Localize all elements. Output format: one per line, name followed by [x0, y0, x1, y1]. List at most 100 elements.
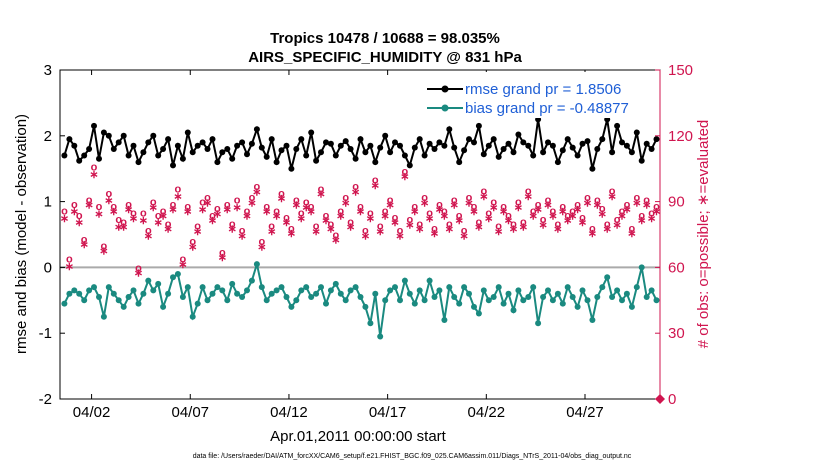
obs-evaluated-point: ∗ — [94, 208, 103, 220]
obs-evaluated-point: ∗ — [129, 213, 138, 225]
bias-point — [96, 294, 102, 300]
rmse-point — [638, 157, 645, 164]
bias-point — [318, 284, 324, 291]
obs-layer: oooooooooooooooooooooooooooooooooooooooo… — [60, 162, 661, 280]
rmse-point — [466, 136, 472, 143]
bias-point — [332, 280, 339, 287]
rmse-point — [308, 129, 315, 136]
rmse-point — [125, 152, 132, 159]
obs-evaluated-point: ∗ — [627, 228, 636, 240]
obs-possible-point: o — [86, 194, 93, 206]
rmse-point — [569, 144, 576, 151]
bias-point — [505, 290, 512, 297]
rmse-point — [229, 155, 236, 162]
rmse-point — [436, 139, 443, 146]
obs-evaluated-point: ∗ — [469, 206, 478, 218]
left-tick-label: 0 — [44, 259, 52, 276]
bias-point — [416, 287, 423, 294]
obs-evaluated-point: ∗ — [489, 202, 498, 214]
obs-evaluated-point: ∗ — [257, 241, 266, 253]
obs-possible-point: o — [535, 199, 542, 211]
obs-evaluated-point: ∗ — [168, 204, 177, 216]
rmse-point — [594, 146, 601, 152]
obs-possible-point: o — [96, 201, 103, 213]
obs-possible-point: o — [101, 240, 108, 252]
rmse-point — [244, 151, 250, 158]
rmse-point — [554, 159, 561, 166]
rmse-point — [619, 139, 625, 146]
obs-evaluated-point: ∗ — [85, 200, 94, 212]
obs-possible-point: o — [614, 214, 621, 226]
obs-evaluated-point: ∗ — [351, 186, 360, 198]
obs-possible-point: o — [115, 214, 122, 226]
obs-evaluated-point: ∗ — [381, 211, 390, 223]
obs-evaluated-point: ∗ — [144, 230, 153, 242]
bias-point — [530, 284, 537, 291]
rmse-point — [160, 146, 167, 152]
obs-possible-point: o — [258, 236, 265, 248]
bias-point — [579, 287, 586, 294]
rmse-point — [318, 149, 324, 156]
legend-bias-label: bias grand pr = -0.48877 — [465, 100, 629, 117]
obs-evaluated-point: ∗ — [159, 211, 168, 223]
rmse-point — [653, 136, 660, 143]
obs-possible-point: o — [564, 210, 571, 222]
obs-evaluated-point: ∗ — [356, 206, 365, 218]
obs-evaluated-point: ∗ — [622, 204, 631, 216]
rmse-point — [397, 142, 403, 149]
rmse-point — [140, 149, 147, 156]
obs-evaluated-point: ∗ — [474, 222, 483, 234]
rmse-point — [357, 136, 364, 143]
rmse-point — [545, 139, 551, 146]
bias-point — [549, 297, 556, 304]
obs-possible-point: o — [431, 223, 438, 235]
obs-possible-point: o — [61, 205, 68, 217]
bias-point — [105, 284, 112, 291]
rmse-point — [609, 149, 616, 156]
obs-possible-point: o — [328, 219, 335, 231]
left-tick-label: 2 — [44, 128, 52, 145]
obs-evaluated-point: ∗ — [262, 206, 271, 218]
obs-possible-point: o — [357, 201, 364, 213]
bias-point — [298, 287, 305, 294]
bias-point — [352, 284, 359, 291]
obs-evaluated-point: ∗ — [311, 226, 320, 238]
rmse-point — [530, 152, 537, 159]
bias-point — [623, 290, 630, 297]
bias-point — [633, 284, 640, 291]
obs-evaluated-point: ∗ — [237, 230, 246, 242]
obs-possible-point: o — [584, 192, 591, 204]
rmse-point — [263, 153, 270, 160]
rmse-point — [283, 142, 290, 149]
rmse-point — [224, 146, 231, 152]
obs-evaluated-point: ∗ — [119, 222, 128, 234]
obs-possible-point: o — [352, 181, 359, 193]
obs-evaluated-point: ∗ — [208, 215, 217, 227]
bias-point — [574, 303, 581, 310]
obs-evaluated-point: ∗ — [267, 226, 276, 238]
obs-evaluated-point: ∗ — [75, 217, 84, 229]
legend-rmse-label: rmse grand pr = 1.8506 — [465, 81, 621, 98]
obs-evaluated-point: ∗ — [632, 197, 641, 209]
bias-point — [411, 300, 418, 307]
obs-possible-point: o — [229, 219, 236, 231]
bias-point — [209, 290, 216, 297]
legend-rmse-marker — [441, 85, 449, 93]
obs-evaluated-point: ∗ — [114, 222, 123, 234]
bias-point — [480, 287, 487, 294]
chart-title: Tropics 10478 / 10688 = 98.035% — [270, 30, 500, 47]
bias-point — [500, 300, 507, 307]
obs-evaluated-point: ∗ — [307, 206, 316, 218]
right-tick-label: 90 — [668, 194, 685, 211]
obs-evaluated-point: ∗ — [272, 211, 281, 223]
obs-evaluated-point: ∗ — [563, 215, 572, 227]
bias-point — [456, 300, 463, 307]
obs-possible-point: o — [120, 216, 127, 228]
obs-possible-point: o — [130, 208, 137, 220]
obs-possible-point: o — [382, 205, 389, 217]
obs-possible-point: o — [71, 199, 78, 211]
plot-area — [60, 70, 660, 399]
obs-possible-point: o — [643, 194, 650, 206]
rmse-point — [623, 142, 630, 149]
bias-point — [273, 287, 280, 294]
